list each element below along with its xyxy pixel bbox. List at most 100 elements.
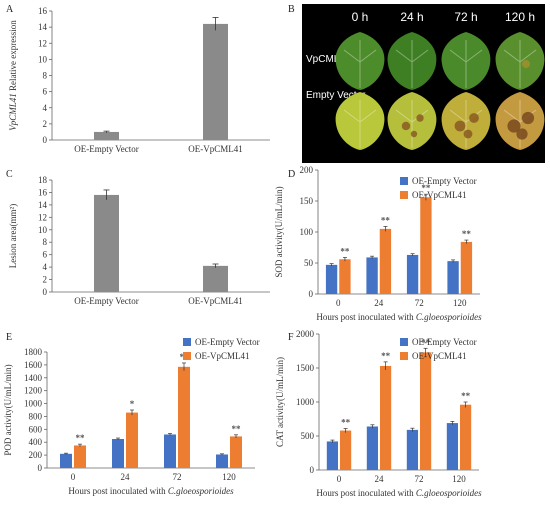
bar (164, 434, 176, 468)
lesion-spot (507, 119, 521, 133)
bar (74, 445, 86, 468)
bar (203, 23, 228, 140)
y-tick-label: 8 (43, 237, 48, 247)
x-axis-title: Hours post inoculated with C.gloeosporio… (68, 486, 234, 496)
lesion-spot (401, 121, 411, 131)
row-label-empty-vector: Empty Vector (306, 90, 366, 101)
y-tick-label: 100 (300, 227, 314, 237)
y-tick-label: 400 (29, 437, 43, 447)
panel-letter-c: C (6, 169, 13, 180)
x-category-label: 0 (337, 474, 342, 484)
legend-label: OE-VpCML41 (412, 190, 467, 200)
significance-marker: ** (421, 337, 431, 347)
leaf-veins (343, 40, 377, 88)
time-label-0h: 0 h (352, 10, 369, 24)
lesion-spot (454, 120, 466, 132)
y-tick-label: 0 (43, 287, 48, 297)
leaf-photo-panel: 0 h 24 h 72 h 120 h VpCML41 Empty Vector (302, 4, 545, 163)
chart-lesion-area: 0 2 4 6 8 10 12 14 16 18 Lesion area(mm²) OE-Empty … (8, 175, 270, 306)
bar (380, 365, 392, 470)
x-category-label: OE-Empty Vector (74, 144, 139, 154)
legend-label: OE-Empty Vector (412, 176, 477, 186)
significance-marker: ** (341, 418, 351, 428)
leaf-blade (441, 32, 491, 90)
x-category-label: 24 (374, 298, 384, 308)
leaf-blade (495, 32, 545, 90)
significance-marker: ** (461, 391, 471, 401)
bar (366, 257, 378, 294)
bar (379, 228, 392, 294)
legend-swatch (400, 191, 408, 199)
x-axis-title-text: Hours post inoculated with (68, 486, 168, 496)
y-tick-label: 2000 (296, 329, 315, 339)
x-category-label: 120 (453, 298, 467, 308)
row-label-vpcml41: VpCML41 (306, 54, 351, 65)
x-axis-title: Hours post inoculated with C.gloeosporio… (316, 312, 482, 322)
y-tick-label: 10 (38, 225, 48, 235)
y-tick-label: 12 (38, 38, 47, 48)
legend-swatch (400, 177, 408, 185)
bar (178, 366, 190, 468)
y-axis-title-italic: VpCML41 (8, 93, 18, 131)
leaf-blade (441, 92, 491, 150)
panel-letter-d: D (288, 169, 295, 180)
leaf-top-1 (387, 32, 437, 90)
leaf-bottom-0 (335, 92, 385, 150)
x-axis-title: Hours post inoculated with C.gloeosporio… (316, 488, 482, 498)
bar (94, 131, 119, 140)
leaf-bottom-1 (387, 92, 437, 150)
lesion-spot (521, 111, 535, 125)
y-tick-label: 1400 (24, 373, 43, 383)
y-axis-title-text: SOD activity(U/mL/min) (274, 186, 284, 277)
x-category-label: OE-Empty Vector (74, 296, 139, 306)
bar (406, 429, 418, 470)
y-axis-title: CAT activity(U/mL/min) (275, 357, 285, 447)
y-tick-label: 200 (29, 450, 43, 460)
y-tick-label: 1800 (24, 347, 43, 357)
y-tick-label: 500 (301, 431, 315, 441)
y-tick-label: 1000 (296, 397, 315, 407)
y-tick-label: 200 (300, 165, 314, 175)
bar (60, 453, 72, 468)
panel-letter-a: A (6, 4, 14, 15)
bar (420, 197, 432, 294)
y-tick-label: 16 (38, 6, 48, 16)
y-tick-label: 1200 (24, 386, 43, 396)
x-category-label: OE-VpCML41 (188, 296, 243, 306)
y-axis-title: Lesion area(mm²) (8, 204, 18, 268)
bar (230, 436, 242, 468)
y-tick-label: 0 (43, 135, 48, 145)
significance-marker: ** (381, 215, 391, 225)
y-tick-label: 4 (43, 262, 48, 272)
bar (203, 265, 228, 292)
y-tick-label: 1600 (24, 360, 43, 370)
y-tick-label: 6 (43, 250, 48, 260)
legend-label: OE-Empty Vector (195, 337, 260, 347)
significance-marker: ** (232, 424, 242, 434)
lesion-spot (516, 128, 528, 140)
x-axis-title-text: Hours post inoculated with (316, 312, 416, 322)
x-category-label: 72 (415, 298, 424, 308)
lesion-spot (410, 130, 418, 138)
y-tick-label: 12 (38, 212, 47, 222)
bar (446, 423, 458, 470)
leaf-veins (395, 40, 429, 88)
legend-swatch (400, 352, 408, 360)
leaf-top-0 (335, 32, 385, 90)
x-axis-title-italic: C.gloeosporioides (416, 488, 482, 498)
y-axis-title-text: POD activity(U/mL/min) (3, 364, 13, 455)
bar (366, 426, 378, 470)
legend-swatch (183, 352, 191, 360)
leaf-veins (449, 40, 483, 88)
bar (460, 404, 472, 470)
time-label-24h: 24 h (400, 10, 423, 24)
leaf-veins (503, 40, 537, 88)
leaf-bottom-3 (495, 92, 545, 150)
x-category-label: 120 (222, 472, 236, 482)
x-category-label: 72 (173, 472, 182, 482)
chart-sod-activity: 0 50 100 150 200 SOD activity(U/mL/min) ** 0 ** 2… (274, 165, 482, 322)
bar (126, 412, 138, 468)
leaf-blade (335, 32, 385, 90)
y-tick-label: 10 (38, 54, 48, 64)
